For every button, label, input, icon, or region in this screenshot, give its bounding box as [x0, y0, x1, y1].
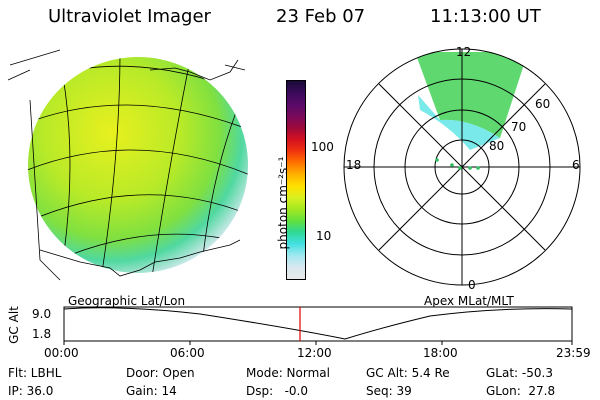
lat-label-80: 80	[489, 139, 505, 153]
mlt-label-18: 18	[346, 158, 362, 172]
lat-label-70: 70	[511, 120, 527, 134]
altitude-xtick-0000: 00:00	[44, 346, 79, 360]
seq-field: Seq: 39	[366, 384, 412, 398]
polar-caption: Apex MLat/MLT	[424, 294, 514, 308]
altitude-ytick-9: 9.0	[32, 307, 52, 321]
altitude-ylabel: GC Alt	[7, 306, 21, 344]
colorbar	[286, 80, 306, 280]
mlt-label-12: 12	[456, 45, 472, 59]
time-label: 11:13:00 UT	[430, 6, 541, 27]
mlt-label-0: 0	[468, 278, 476, 292]
earth-disk	[28, 57, 248, 273]
gc-alt-field: GC Alt: 5.4 Re	[366, 366, 450, 380]
altitude-xtick-1800: 18:00	[423, 346, 458, 360]
colorbar-tick-100: 100	[311, 140, 334, 154]
auroral-image-wedge	[415, 52, 528, 138]
colorbar-tick-10: 10	[316, 229, 332, 243]
date-label: 23 Feb 07	[276, 6, 366, 27]
door-field: Door: Open	[126, 366, 195, 380]
altitude-curve	[63, 307, 573, 340]
altitude-ytick-1-8: 1.8	[32, 327, 52, 341]
gain-field: Gain: 14	[126, 384, 177, 398]
lat-label-60: 60	[535, 97, 551, 111]
mode-field: Mode: Normal	[246, 366, 330, 380]
flt-field: Flt: LBHL	[8, 366, 62, 380]
altitude-xtick-0600: 06:00	[170, 346, 205, 360]
dsp-field: Dsp: -0.0	[246, 384, 309, 398]
ip-field: IP: 36.0	[8, 384, 54, 398]
mlt-label-6: 6	[572, 158, 580, 172]
instrument-title: Ultraviolet Imager	[48, 6, 211, 27]
glat-field: GLat: -50.3	[486, 366, 553, 380]
altitude-xtick-1200: 12:00	[297, 346, 332, 360]
glon-field: GLon: 27.8	[486, 384, 556, 398]
altitude-xtick-2359: 23:59	[556, 346, 591, 360]
geographic-caption: Geographic Lat/Lon	[68, 294, 186, 308]
